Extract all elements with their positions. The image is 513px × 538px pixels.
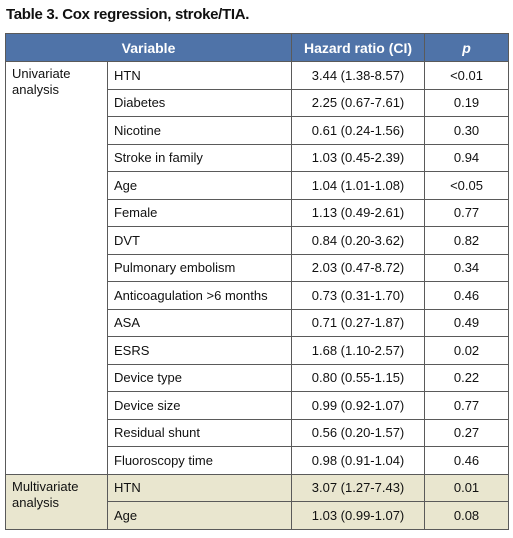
p-value-cell: <0.05	[424, 171, 510, 200]
table-title: Table 3. Cox regression, stroke/TIA.	[6, 6, 250, 23]
group-label: Multivariate analysis	[5, 473, 108, 530]
variable-cell: Nicotine	[106, 116, 293, 145]
variable-cell: Stroke in family	[106, 143, 293, 172]
variable-cell: Female	[106, 198, 293, 227]
hazard-ratio-cell: 0.99 (0.92-1.07)	[291, 391, 426, 420]
table-row: Univariate analysis HTN 3.44 (1.38-8.57) <0…	[5, 61, 510, 475]
variable-cell: Fluoroscopy time	[106, 446, 293, 475]
hazard-ratio-cell: 2.03 (0.47-8.72)	[291, 253, 426, 282]
variable-cell: Device size	[106, 391, 293, 420]
p-value-cell: 0.02	[424, 336, 510, 365]
variable-cell: HTN	[106, 61, 293, 90]
p-value-cell: 0.01	[424, 473, 510, 502]
p-value-cell: 0.49	[424, 308, 510, 337]
variable-cell: DVT	[106, 226, 293, 255]
variable-cell: ASA	[106, 308, 293, 337]
table-body: Univariate analysis HTN 3.44 (1.38-8.57) <0…	[5, 61, 510, 530]
variable-cell: Residual shunt	[106, 418, 293, 447]
p-value-cell: 0.27	[424, 418, 510, 447]
p-value-cell: 0.94	[424, 143, 510, 172]
hazard-ratio-cell: 0.73 (0.31-1.70)	[291, 281, 426, 310]
p-value-cell: 0.30	[424, 116, 510, 145]
hazard-ratio-cell: 1.04 (1.01-1.08)	[291, 171, 426, 200]
hazard-ratio-cell: 1.03 (0.99-1.07)	[291, 501, 426, 530]
hazard-ratio-cell: 3.07 (1.27-7.43)	[291, 473, 426, 502]
table-row: Anticoagulation >6 months 0.73 (0.31-1.70…	[6, 281, 510, 310]
variable-cell: Diabetes	[106, 88, 293, 117]
hazard-ratio-cell: 2.25 (0.67-7.61)	[291, 88, 426, 117]
table-row: Age 1.04 (1.01-1.08) <0.05	[6, 171, 510, 200]
p-value-cell: 0.22	[424, 363, 510, 392]
header-row: Variable Hazard ratio (CI) p	[4, 33, 510, 62]
p-value-cell: <0.01	[424, 61, 510, 90]
table-row: Nicotine 0.61 (0.24-1.56) 0.30	[6, 116, 510, 145]
variable-cell: ESRS	[106, 336, 293, 365]
hazard-ratio-cell: 3.44 (1.38-8.57)	[291, 61, 426, 90]
hazard-ratio-cell: 1.13 (0.49-2.61)	[291, 198, 426, 227]
header-cell: Variable	[4, 33, 293, 62]
hazard-ratio-cell: 0.98 (0.91-1.04)	[291, 446, 426, 475]
table-row: Multivariate analysis HTN 3.07 (1.27-7.43)…	[5, 473, 510, 530]
hazard-ratio-cell: 1.68 (1.10-2.57)	[291, 336, 426, 365]
variable-cell: Device type	[106, 363, 293, 392]
table-row: Diabetes 2.25 (0.67-7.61) 0.19	[6, 88, 510, 117]
table-row: ESRS 1.68 (1.10-2.57) 0.02	[6, 336, 510, 365]
variable-cell: Pulmonary embolism	[106, 253, 293, 282]
p-value-cell: 0.46	[424, 281, 510, 310]
hazard-ratio-cell: 0.56 (0.20-1.57)	[291, 418, 426, 447]
variable-cell: Anticoagulation >6 months	[106, 281, 293, 310]
hazard-ratio-cell: 0.61 (0.24-1.56)	[291, 116, 426, 145]
header-cell: Hazard ratio (CI)	[291, 33, 426, 62]
p-value-cell: 0.34	[424, 253, 510, 282]
p-value-cell: 0.08	[424, 501, 510, 530]
table-row: Stroke in family 1.03 (0.45-2.39) 0.94	[6, 143, 510, 172]
table-row: Age 1.03 (0.99-1.07) 0.08	[6, 501, 510, 530]
variable-cell: Age	[106, 501, 293, 530]
p-value-cell: 0.77	[424, 391, 510, 420]
hazard-ratio-cell: 0.80 (0.55-1.15)	[291, 363, 426, 392]
hazard-ratio-cell: 1.03 (0.45-2.39)	[291, 143, 426, 172]
table-row: Pulmonary embolism 2.03 (0.47-8.72) 0.34	[6, 253, 510, 282]
p-value-cell: 0.46	[424, 446, 510, 475]
header-cell: p	[424, 33, 510, 62]
table: Variable Hazard ratio (CI) p Univariate …	[4, 33, 510, 530]
variable-cell: HTN	[106, 473, 293, 502]
p-value-cell: 0.77	[424, 198, 510, 227]
table-row: Female 1.13 (0.49-2.61) 0.77	[6, 198, 510, 227]
hazard-ratio-cell: 0.84 (0.20-3.62)	[291, 226, 426, 255]
p-value-cell: 0.19	[424, 88, 510, 117]
p-value-cell: 0.82	[424, 226, 510, 255]
table-row: ASA 0.71 (0.27-1.87) 0.49	[6, 308, 510, 337]
hazard-ratio-cell: 0.71 (0.27-1.87)	[291, 308, 426, 337]
variable-cell: Age	[106, 171, 293, 200]
table-row: DVT 0.84 (0.20-3.62) 0.82	[6, 226, 510, 255]
table-row: Fluoroscopy time 0.98 (0.91-1.04) 0.46	[6, 446, 510, 475]
group-label: Univariate analysis	[5, 61, 108, 475]
table-row: Device type 0.80 (0.55-1.15) 0.22	[6, 363, 510, 392]
